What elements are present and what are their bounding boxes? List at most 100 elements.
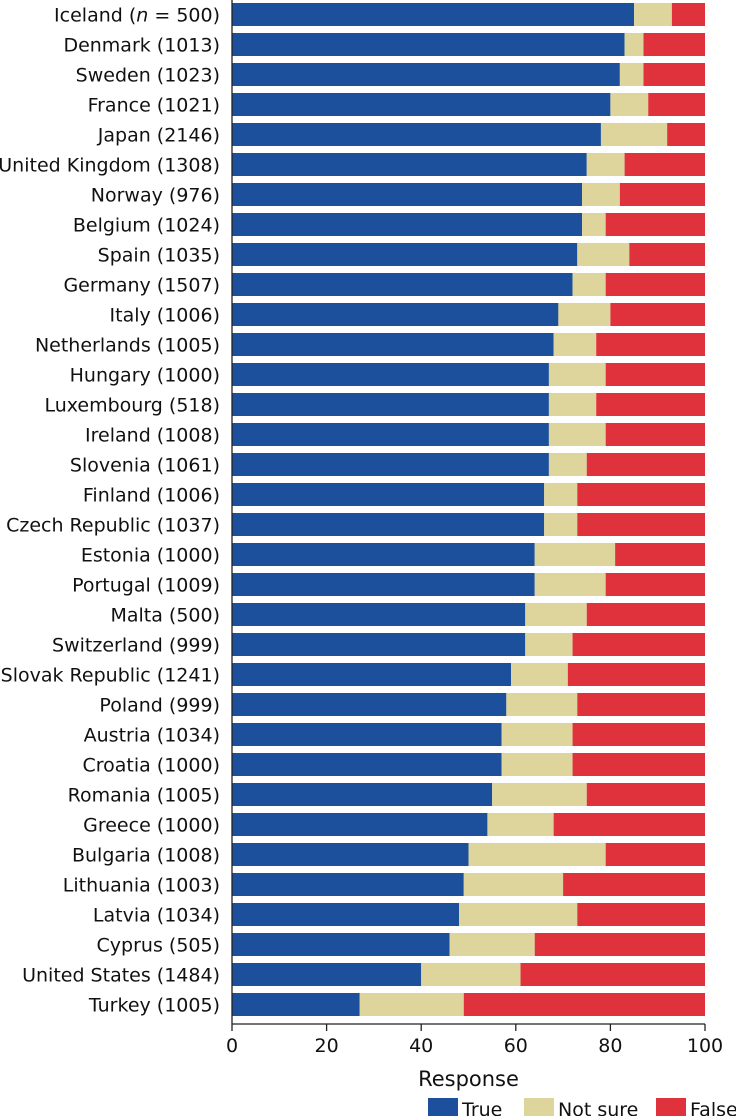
bar-true xyxy=(232,63,620,86)
bar-not-sure xyxy=(463,873,564,896)
category-label: Sweden (1023) xyxy=(76,65,220,87)
bar-true xyxy=(232,813,488,836)
bar-false xyxy=(643,63,705,86)
bar-not-sure xyxy=(525,633,573,656)
bar-false xyxy=(605,363,705,386)
bar-false xyxy=(671,3,705,26)
bar-not-sure xyxy=(492,783,587,806)
bar-not-sure xyxy=(582,213,606,236)
bar-true xyxy=(232,243,578,266)
category-label: Bulgaria (1008) xyxy=(72,845,220,867)
bar-true xyxy=(232,993,360,1016)
bar-true xyxy=(232,423,549,446)
bar-true xyxy=(232,393,549,416)
category-label: Austria (1034) xyxy=(84,725,220,747)
category-label: Lithuania (1003) xyxy=(63,875,220,897)
bar-not-sure xyxy=(534,543,616,566)
x-tick-label: 60 xyxy=(504,1035,528,1057)
bar-false xyxy=(572,723,705,746)
legend-swatch-true xyxy=(428,1098,458,1116)
category-label: Spain (1035) xyxy=(98,245,220,267)
category-label: Croatia (1000) xyxy=(82,755,220,777)
bar-not-sure xyxy=(577,243,630,266)
bar-false xyxy=(577,513,705,536)
bar-true xyxy=(232,903,460,926)
bar-false xyxy=(629,243,705,266)
category-label: Slovak Republic (1241) xyxy=(1,665,220,687)
legend-swatch-false xyxy=(656,1098,686,1116)
x-axis: 0 20 40 60 80 100 xyxy=(226,0,723,1057)
bar-false xyxy=(563,873,705,896)
bar-true xyxy=(232,483,545,506)
bar-false xyxy=(553,813,705,836)
bar-true xyxy=(232,573,535,596)
category-label: Greece (1000) xyxy=(83,815,220,837)
category-label: Italy (1006) xyxy=(110,305,220,327)
legend-label-false: False xyxy=(690,1099,736,1116)
bar-not-sure xyxy=(421,963,521,986)
category-label: Japan (2146) xyxy=(97,125,220,147)
bar-not-sure xyxy=(525,603,587,626)
bar-false xyxy=(605,423,705,446)
bar-false xyxy=(586,453,705,476)
bar-true xyxy=(232,3,635,26)
bar-not-sure xyxy=(534,573,606,596)
bar-false xyxy=(615,543,705,566)
bar-false xyxy=(586,783,705,806)
bar-true xyxy=(232,183,583,206)
bar-true xyxy=(232,153,587,176)
bar-true xyxy=(232,273,573,296)
bar-false xyxy=(605,273,705,296)
bar-false xyxy=(624,153,705,176)
category-label: Latvia (1034) xyxy=(93,905,220,927)
category-label: Switzerland (999) xyxy=(52,635,220,657)
category-label: Portugal (1009) xyxy=(72,575,220,597)
category-label: Netherlands (1005) xyxy=(35,335,220,357)
bar-not-sure xyxy=(558,303,611,326)
bar-not-sure xyxy=(487,813,554,836)
bar-false xyxy=(577,903,705,926)
bar-false xyxy=(567,663,705,686)
bar-not-sure xyxy=(586,153,625,176)
bar-true xyxy=(232,303,559,326)
bar-true xyxy=(232,123,601,146)
category-label: Hungary (1000) xyxy=(70,365,220,387)
legend-label-not-sure: Not sure xyxy=(558,1099,638,1116)
x-axis-title: Response xyxy=(418,1067,519,1091)
bar-true xyxy=(232,843,469,866)
bar-not-sure xyxy=(548,423,606,446)
bar-false xyxy=(648,93,705,116)
category-label: United States (1484) xyxy=(22,965,220,987)
bar-false xyxy=(534,933,705,956)
category-label: Cyprus (505) xyxy=(97,935,220,957)
bar-false xyxy=(520,963,705,986)
category-label: Czech Republic (1037) xyxy=(6,515,220,537)
category-label: Slovenia (1061) xyxy=(70,455,220,477)
bar-true xyxy=(232,93,611,116)
bar-not-sure xyxy=(548,393,597,416)
category-labels: Iceland (n = 500) Denmark (1013) Sweden (1… xyxy=(0,5,220,1017)
x-tick-label: 80 xyxy=(598,1035,622,1057)
bar-not-sure xyxy=(359,993,464,1016)
bar-not-sure xyxy=(610,93,649,116)
category-label: Turkey (1005) xyxy=(88,995,220,1017)
bar-true xyxy=(232,933,450,956)
bar-not-sure xyxy=(544,513,578,536)
category-label: Malta (500) xyxy=(110,605,220,627)
bar-true xyxy=(232,963,422,986)
bar-not-sure xyxy=(619,63,644,86)
bar-false xyxy=(586,603,705,626)
bar-false xyxy=(463,993,705,1016)
bar-not-sure xyxy=(544,483,578,506)
x-tick-label: 0 xyxy=(226,1035,238,1057)
bar-false xyxy=(577,483,705,506)
bar-true xyxy=(232,873,464,896)
bar-false xyxy=(572,633,705,656)
category-label: Denmark (1013) xyxy=(63,35,220,57)
bar-not-sure xyxy=(548,363,606,386)
category-label: Estonia (1000) xyxy=(81,545,220,567)
category-label: Luxembourg (518) xyxy=(44,395,220,417)
bar-true xyxy=(232,783,493,806)
bar-true xyxy=(232,633,526,656)
bar-not-sure xyxy=(624,33,644,56)
